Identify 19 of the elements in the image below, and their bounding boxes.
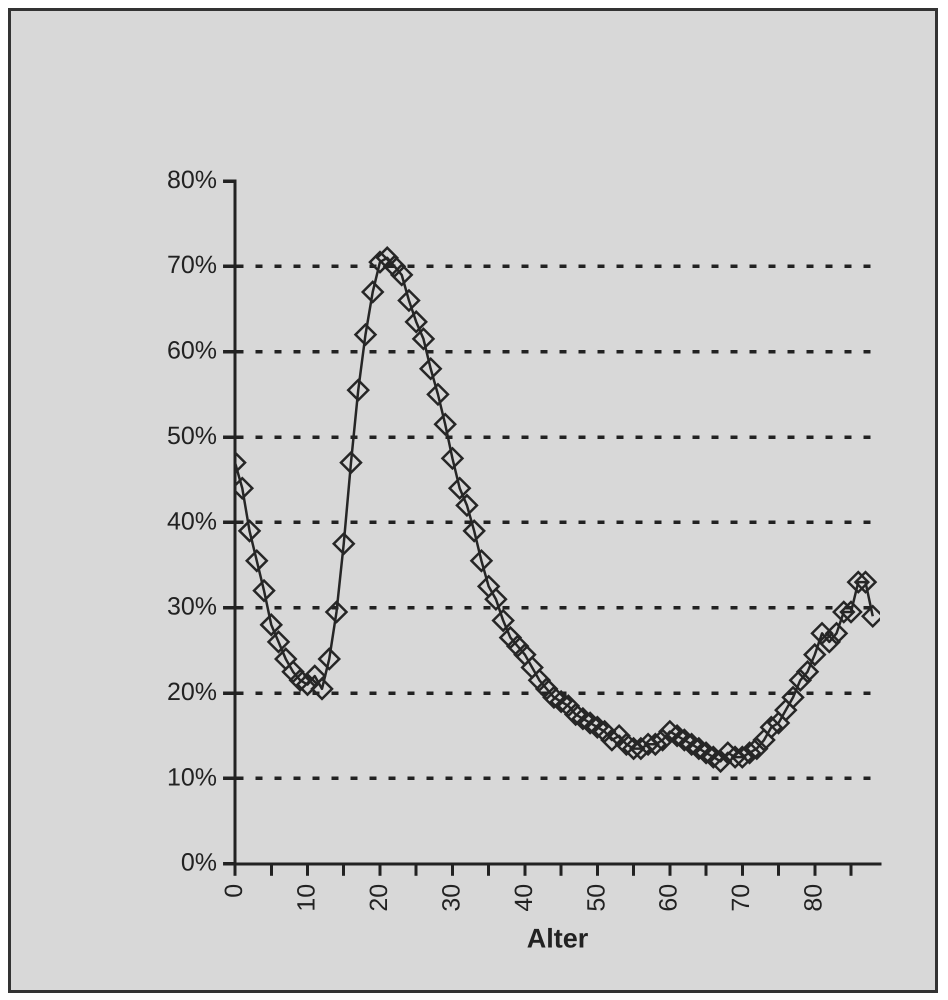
y-tick-label: 30% <box>166 592 218 621</box>
y-tick-label: 50% <box>166 422 218 450</box>
y-tick-label: 80% <box>166 166 218 194</box>
x-tick-label: 80 <box>800 884 828 912</box>
y-tick-label: 70% <box>166 251 218 280</box>
y-tick-label: 40% <box>166 507 218 536</box>
x-tick-label: 60 <box>654 884 683 912</box>
y-tick-label: 60% <box>166 336 218 365</box>
y-tick-label: 0% <box>180 848 218 877</box>
x-tick-label: 40 <box>510 884 538 912</box>
y-tick-label: 20% <box>166 678 218 706</box>
x-tick-label: 0 <box>220 884 248 898</box>
x-tick-label: 30 <box>437 884 466 912</box>
x-tick-label: 50 <box>582 884 610 912</box>
y-tick-label: 10% <box>166 763 218 792</box>
x-tick-label: 10 <box>292 884 320 912</box>
x-axis-title: Alter <box>526 923 589 954</box>
x-tick-label: 20 <box>364 884 393 912</box>
x-tick-label: 70 <box>727 884 756 912</box>
